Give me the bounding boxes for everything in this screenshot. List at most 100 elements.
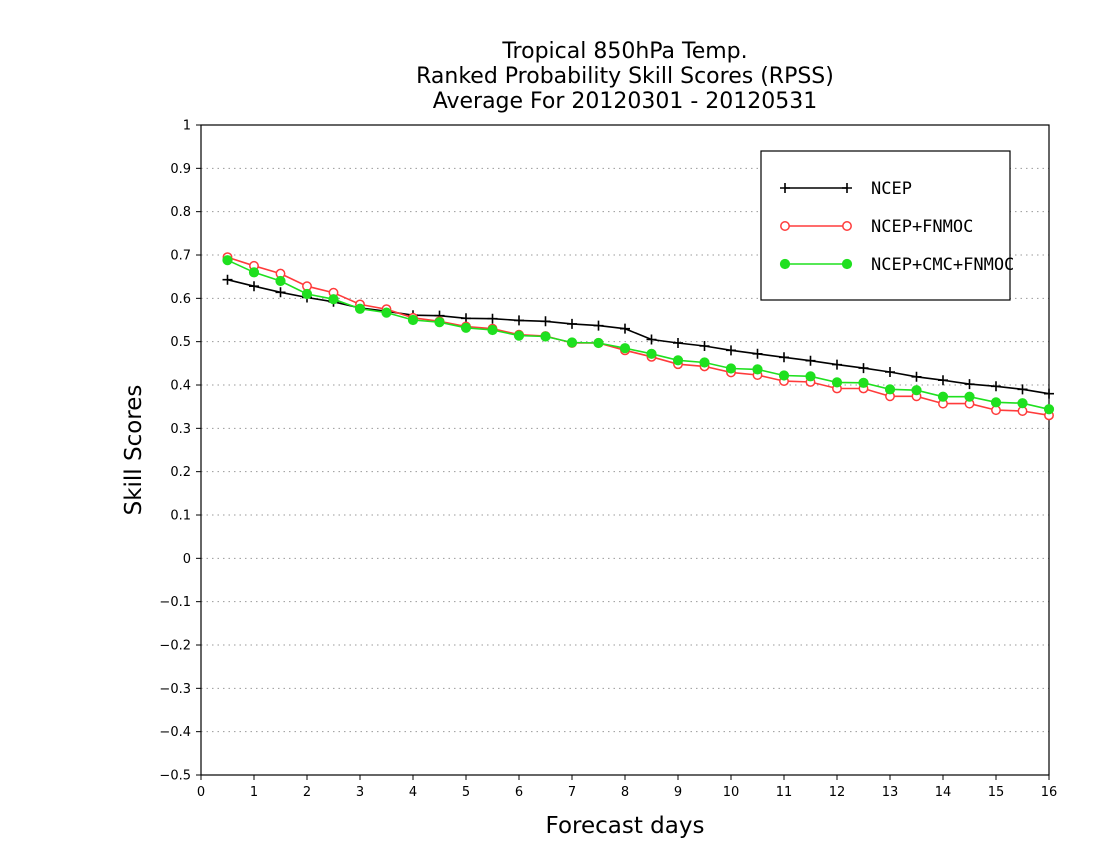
x-tick-label: 1 (250, 785, 258, 800)
data-point (514, 315, 524, 326)
data-point (1044, 388, 1054, 399)
chart-title-line-3: Average For 20120301 - 20120531 (433, 89, 818, 114)
y-axis-label: Skill Scores (121, 385, 147, 516)
data-point (301, 288, 313, 300)
y-tick-label: 0.6 (170, 292, 191, 307)
legend-marker (780, 221, 790, 231)
legend-label: NCEP+CMC+FNMOC (871, 255, 1014, 275)
x-tick-label: 14 (935, 785, 952, 800)
legend-label: NCEP+FNMOC (871, 217, 973, 237)
data-point (566, 337, 578, 348)
y-tick-label: 0.3 (170, 422, 191, 437)
x-tick-label: 15 (988, 785, 1005, 800)
data-point (991, 381, 1001, 392)
data-point (275, 287, 286, 298)
data-point (540, 331, 551, 342)
legend-item: NCEP+CMC+FNMOC (779, 255, 1014, 275)
x-axis-label: Forecast days (546, 813, 705, 839)
y-tick-label: −0.3 (159, 682, 191, 697)
data-point (540, 316, 551, 327)
data-series (222, 252, 1055, 421)
data-point (885, 367, 895, 377)
data-point (831, 377, 843, 388)
y-axis-ticks: −0.5 −0.4 −0.3 −0.2 −0.1 0 0.1 0.2 0.3 0.4 0.5 0.6 0… (159, 119, 201, 784)
legend-marker (842, 221, 852, 231)
y-tick-label: 0.9 (170, 162, 191, 177)
legend-marker (779, 258, 791, 270)
data-point (460, 322, 472, 333)
data-point (726, 345, 736, 356)
data-point (487, 313, 498, 324)
data-point (381, 307, 392, 318)
y-tick-label: 1 (183, 119, 191, 134)
y-tick-label: −0.4 (159, 725, 191, 740)
y-tick-label: 0.7 (170, 249, 191, 264)
x-tick-label: 16 (1041, 785, 1058, 800)
chart-title-line-2: Ranked Probability Skill Scores (RPSS) (416, 64, 834, 89)
data-point (222, 255, 233, 266)
data-point (672, 355, 684, 366)
data-point (752, 348, 763, 359)
y-tick-label: 0.4 (170, 379, 191, 394)
x-tick-label: 12 (829, 785, 846, 800)
data-point (779, 352, 789, 363)
series-ncep-cmc-fnmoc (222, 255, 1055, 415)
x-tick-label: 6 (515, 785, 523, 800)
x-tick-label: 7 (568, 785, 576, 800)
data-point (646, 334, 657, 345)
x-tick-label: 5 (462, 785, 470, 800)
legend-marker (841, 258, 853, 270)
legend-item: NCEP (780, 179, 912, 199)
data-point (778, 370, 790, 381)
x-tick-label: 3 (356, 785, 364, 800)
x-tick-label: 11 (776, 785, 793, 800)
x-tick-label: 2 (303, 785, 311, 800)
data-point (699, 357, 710, 368)
data-point (964, 391, 975, 402)
data-point (938, 375, 948, 386)
data-point (567, 318, 577, 329)
data-point (1017, 398, 1028, 409)
legend: NCEP NCEP+FNMOC NCEP+CMC+FNMOC (760, 150, 1014, 301)
data-point (1017, 384, 1028, 395)
data-point (248, 267, 260, 278)
y-tick-label: 0.2 (170, 465, 191, 480)
data-point (222, 274, 233, 285)
x-tick-label: 10 (723, 785, 740, 800)
data-point (990, 397, 1002, 408)
x-tick-label: 0 (197, 785, 205, 800)
data-point (752, 364, 763, 375)
x-tick-label: 8 (621, 785, 629, 800)
data-point (858, 363, 869, 374)
y-tick-label: 0.1 (170, 509, 191, 524)
x-tick-label: 13 (882, 785, 899, 800)
y-tick-label: 0 (183, 552, 191, 567)
data-point (407, 314, 419, 326)
data-point (275, 275, 286, 287)
data-point (593, 337, 604, 349)
legend-label: NCEP (871, 179, 912, 199)
data-point (487, 324, 498, 336)
data-point (620, 323, 630, 334)
data-point (805, 371, 816, 382)
x-tick-label: 4 (409, 785, 417, 800)
data-point (434, 317, 445, 328)
y-tick-label: −0.5 (159, 769, 191, 784)
y-tick-label: 0.8 (170, 205, 191, 220)
data-point (328, 294, 339, 305)
data-point (619, 343, 631, 354)
legend-marker (780, 183, 790, 193)
data-point (911, 371, 922, 382)
data-point (805, 355, 816, 366)
data-point (513, 330, 525, 341)
data-point (249, 281, 259, 292)
data-point (699, 341, 710, 351)
data-point (725, 363, 737, 374)
data-point (1043, 404, 1055, 415)
data-point (832, 359, 842, 370)
legend-marker (842, 183, 852, 193)
y-tick-label: −0.2 (159, 639, 191, 654)
y-tick-label: −0.1 (159, 595, 191, 610)
data-point (646, 348, 657, 359)
